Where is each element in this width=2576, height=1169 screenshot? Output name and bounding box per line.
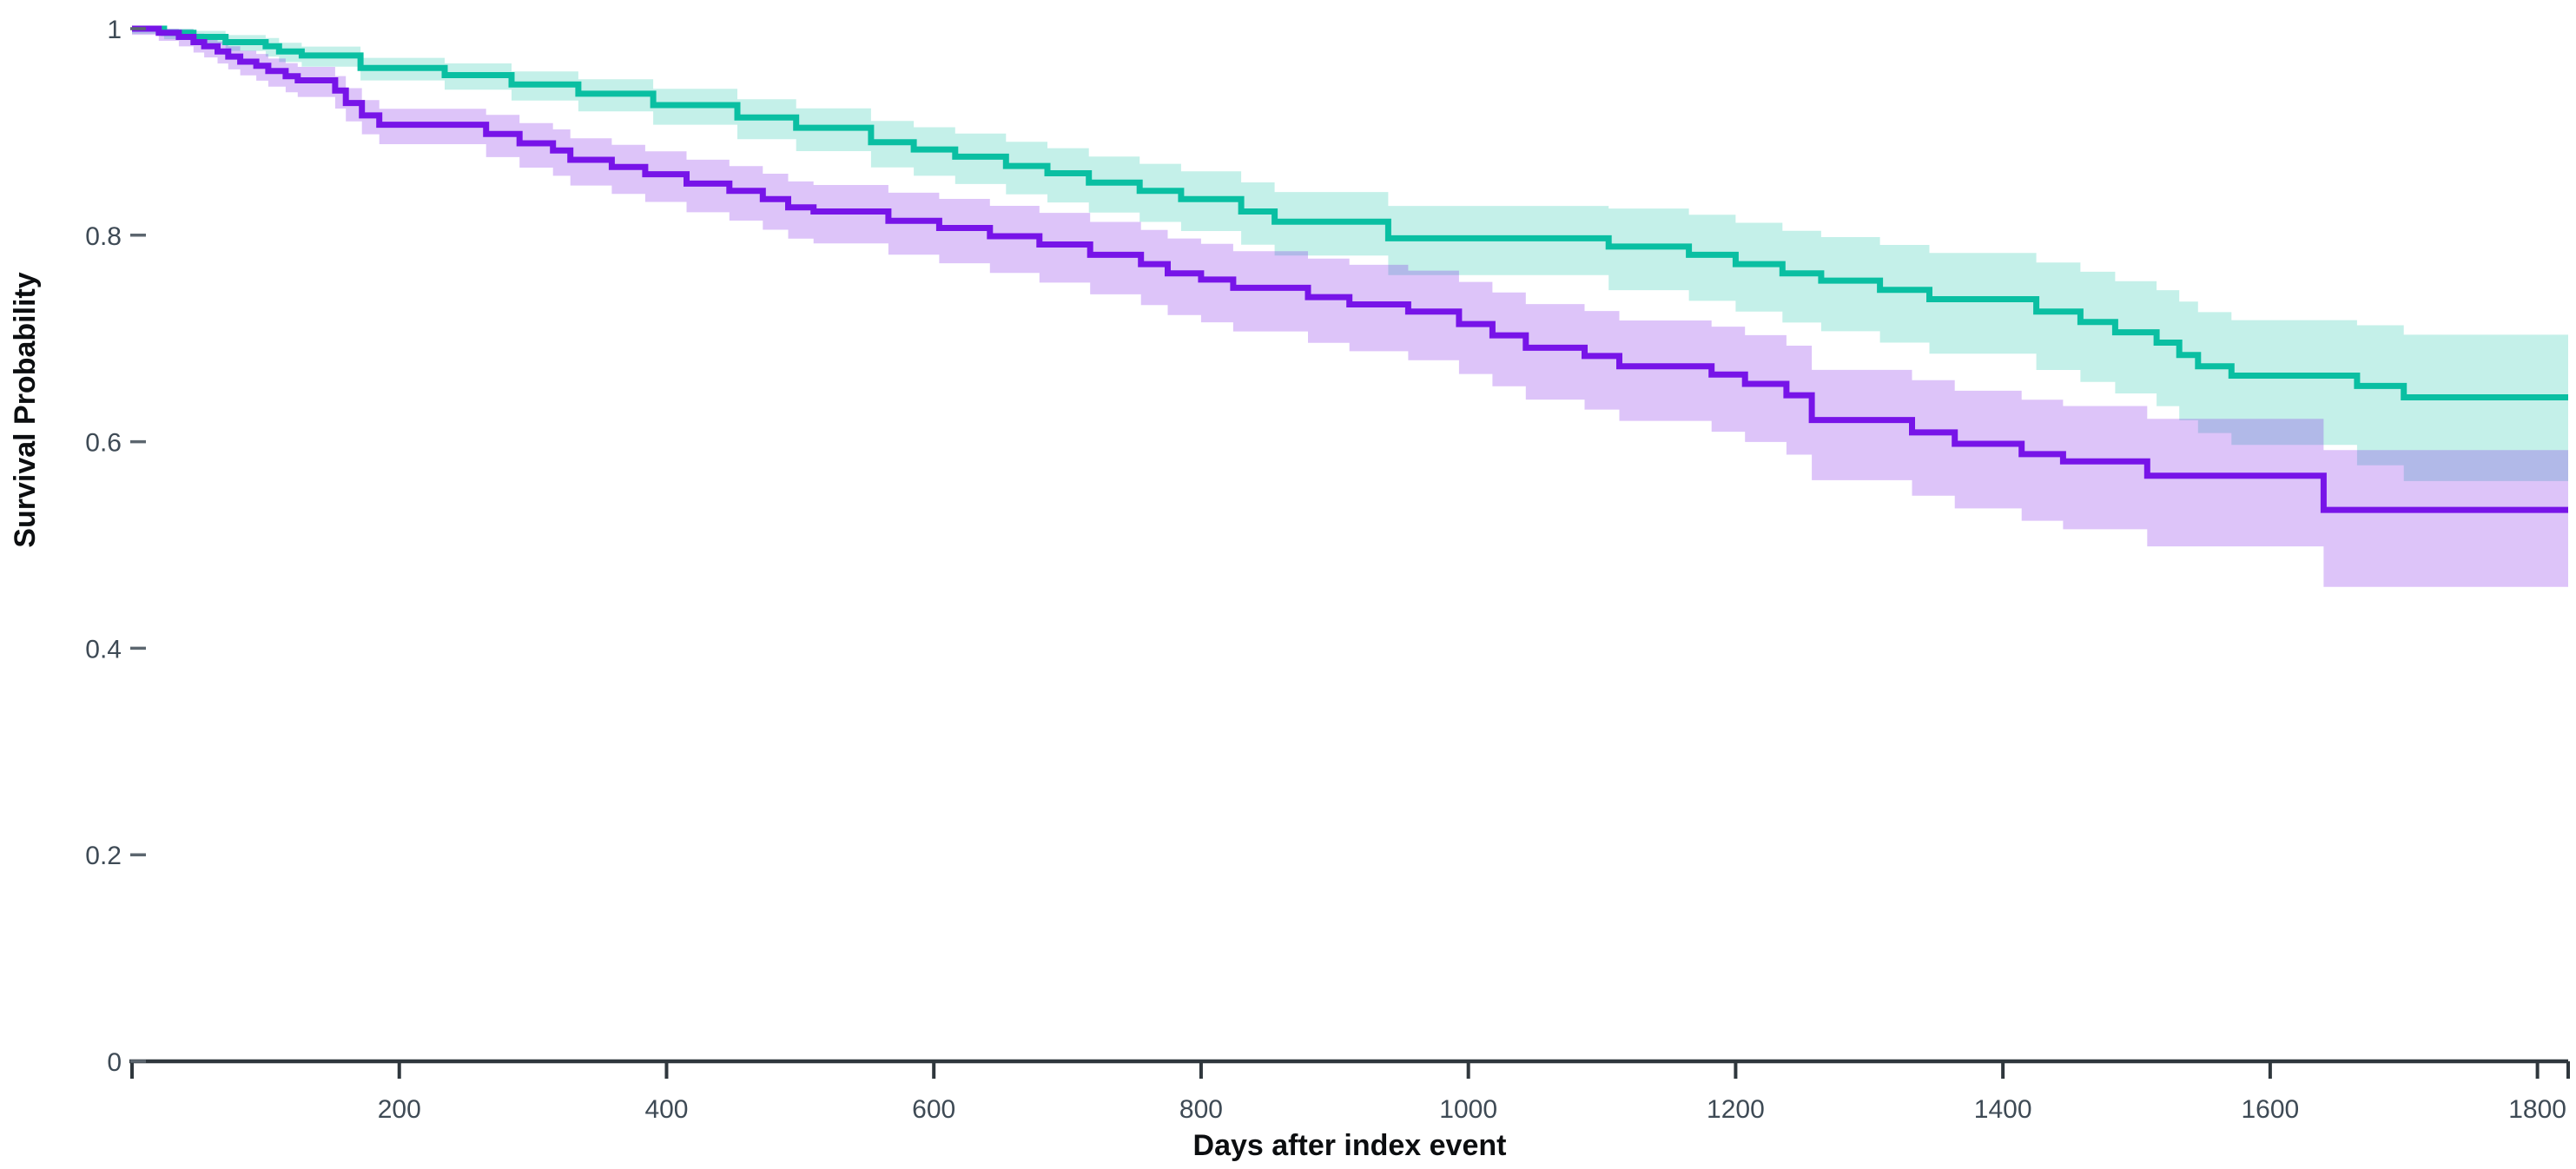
confidence-bands [132,29,2568,591]
x-tick-label: 600 [912,1095,955,1124]
x-tick-label: 1200 [1707,1095,1765,1124]
x-tick-label: 1800 [2508,1095,2566,1124]
x-tick-label: 1600 [2242,1095,2300,1124]
x-tick-label: 800 [1179,1095,1223,1124]
x-tick-label: 200 [378,1095,421,1124]
axes: 200 400 600 800 1000 1200 1400 1600 1800 1 0.8 0.6 0… [85,16,2570,1124]
y-tick-label: 1 [107,16,122,44]
y-tick-label: 0.8 [85,222,122,251]
x-tick-label: 1000 [1439,1095,1497,1124]
y-tick-label: 0.4 [85,635,122,664]
teal-group-ci-band [132,29,2568,497]
y-tick-label: 0.6 [85,429,122,458]
y-tick-label: 0.2 [85,842,122,870]
x-tick-label: 400 [644,1095,688,1124]
y-axis-title: Survival Probability [9,272,42,548]
teal-group-curve [132,25,2568,400]
x-axis-title: Days after index event [1193,1129,1507,1162]
purple-group-ci-band [132,29,2568,591]
purple-group-curve [132,25,2568,513]
y-tick-label: 0 [107,1048,122,1077]
x-tick-label: 1400 [1974,1095,2032,1124]
survival-curves [132,25,2568,513]
